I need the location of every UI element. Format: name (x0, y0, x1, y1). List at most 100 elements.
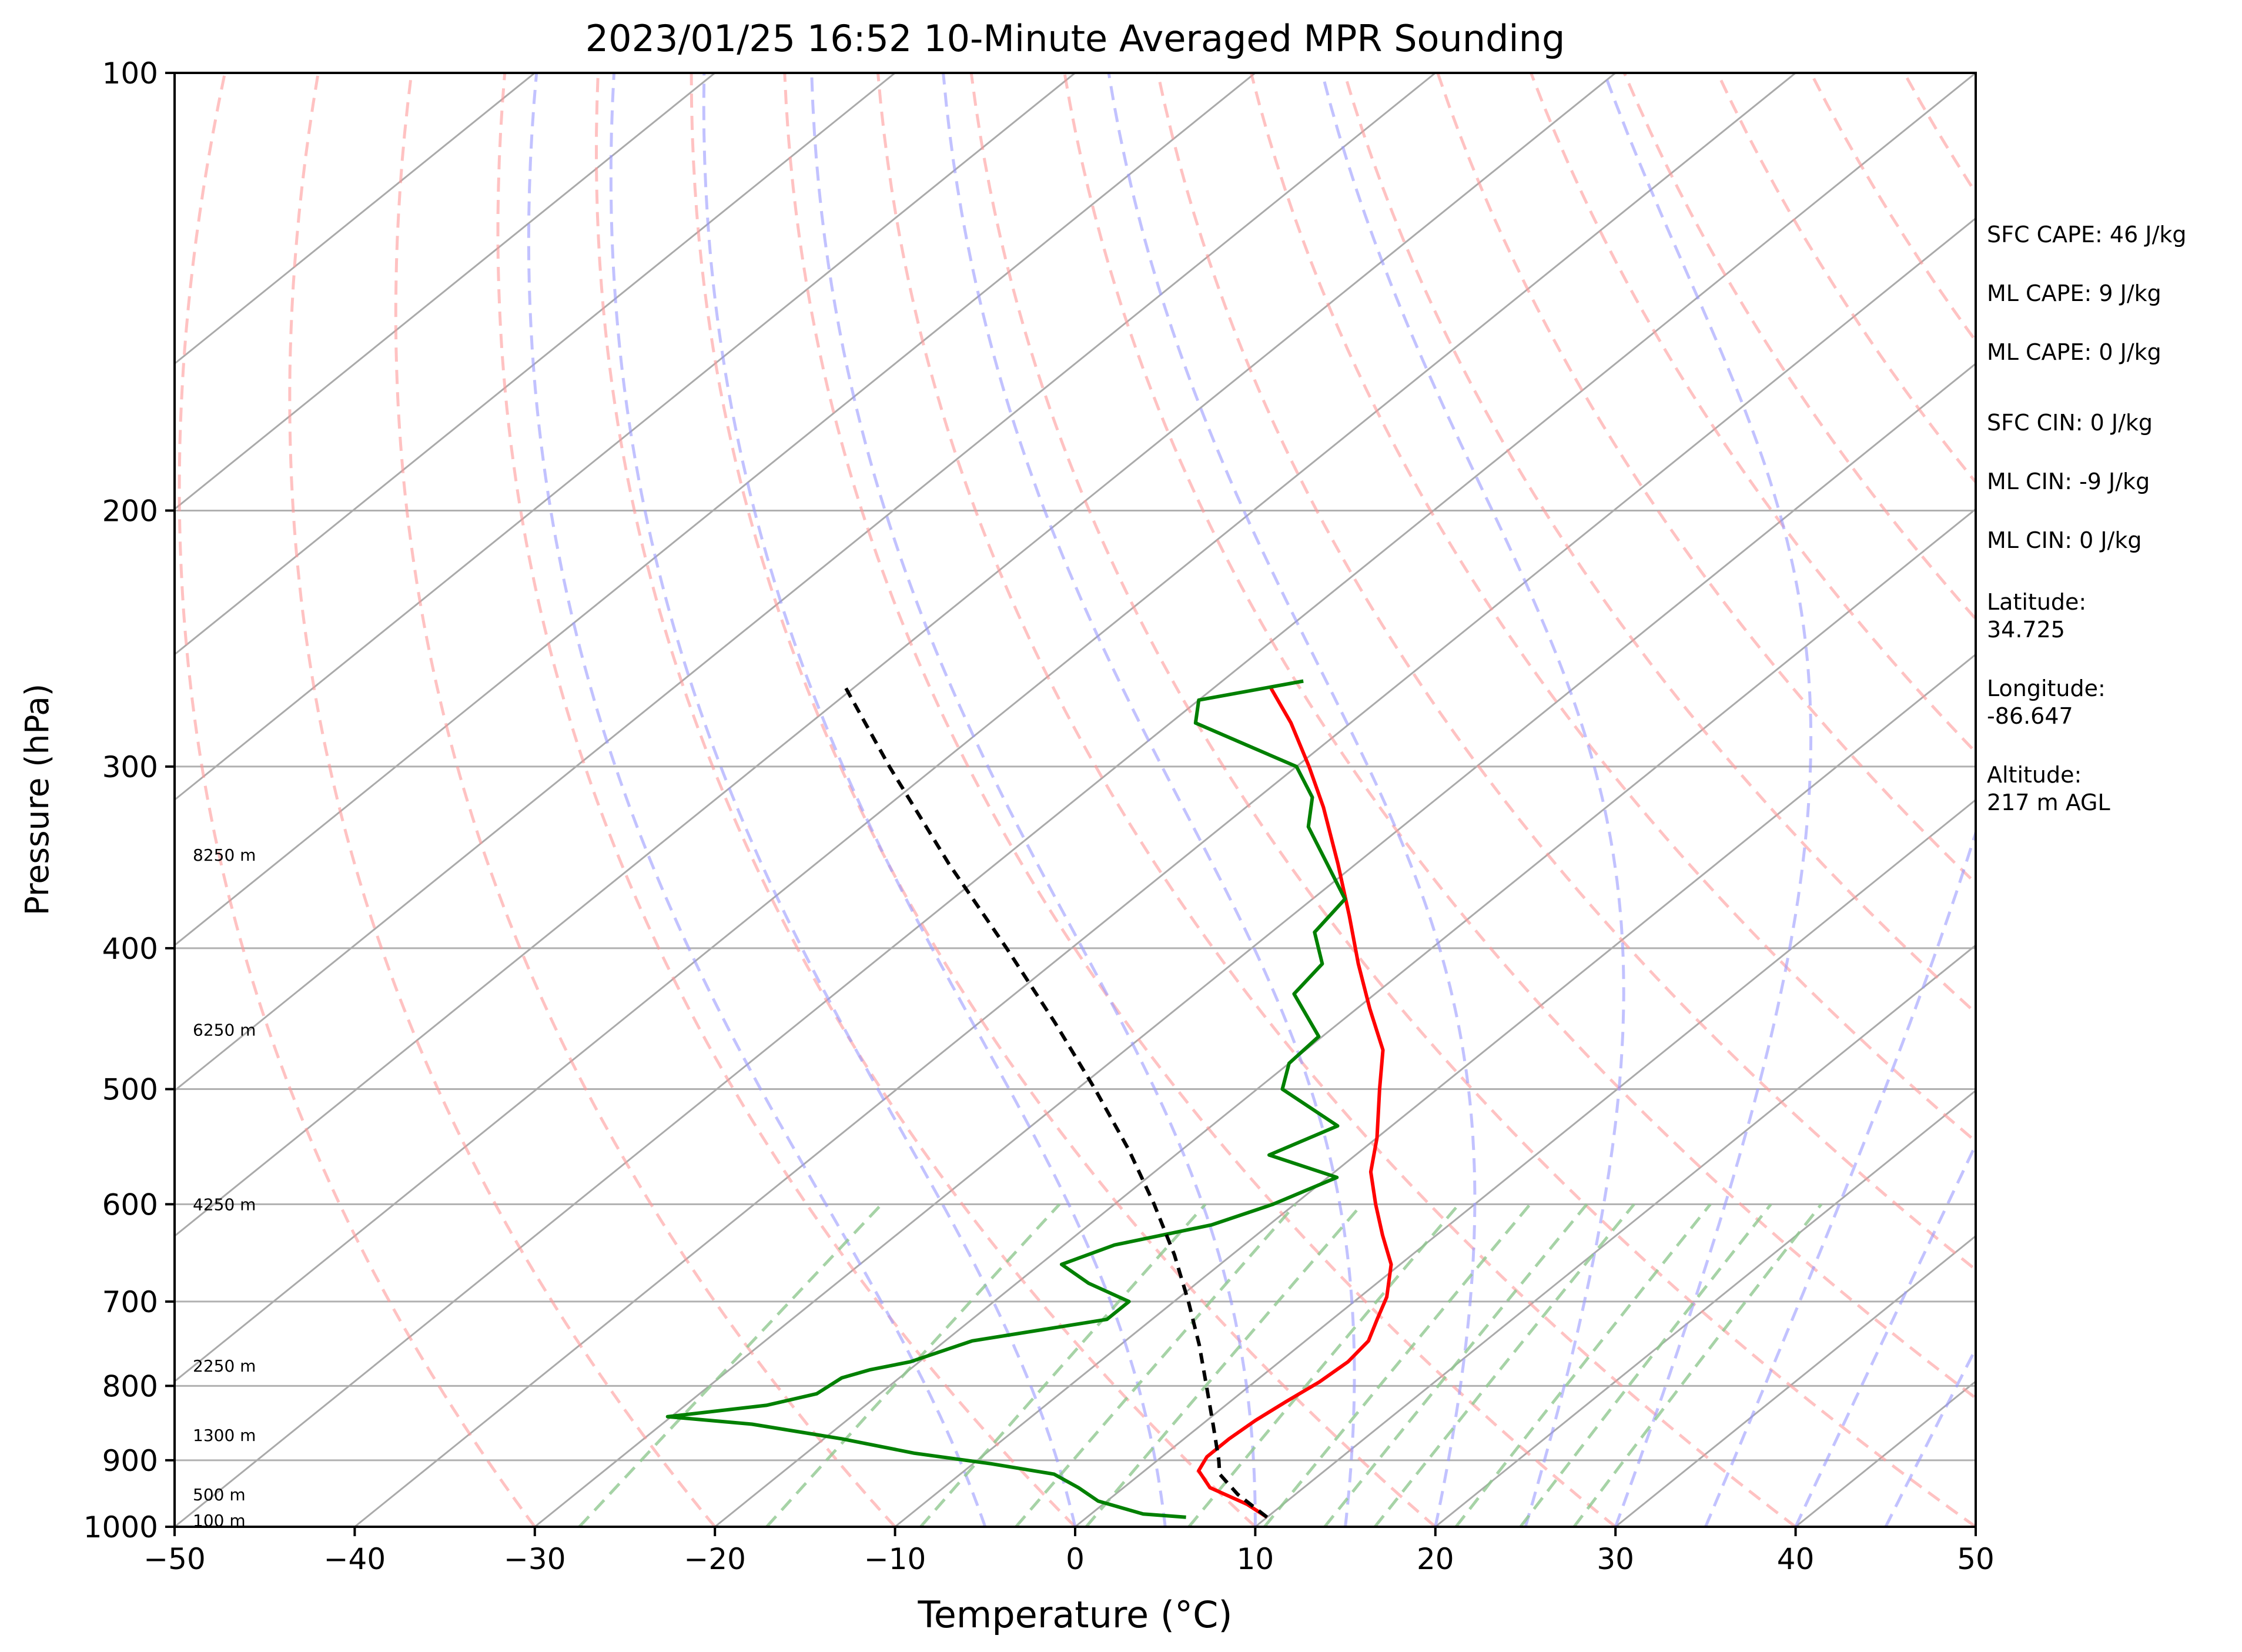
moist-adiabat-line (527, 73, 987, 1527)
y-tick-label: 600 (102, 1188, 158, 1222)
isotherm-line (894, 653, 1976, 1527)
annotation-text: Longitude: -86.647 (1987, 675, 2106, 729)
dry-adiabat-line (690, 73, 1437, 1527)
x-tick-label: 0 (1066, 1542, 1085, 1576)
mixing-ratio-line (1085, 1203, 1363, 1527)
y-axis-label: Pressure (hPa) (18, 684, 56, 916)
isotherm-line (175, 73, 1436, 1092)
y-tick-label: 700 (102, 1285, 158, 1319)
isotherm-line (175, 73, 1976, 1527)
dry-adiabat-line (783, 73, 1617, 1527)
x-tick-label: −10 (864, 1542, 926, 1576)
y-axis-ticks: 100 200 300 400 500 600 700 800 900 1000 (83, 56, 175, 1544)
height-labels: 100 m 500 m 1300 m 2250 m 4250 m 6250 m 8250 m (193, 845, 256, 1530)
moist-adiabat-line (942, 73, 1356, 1527)
height-label: 500 m (193, 1485, 246, 1504)
mixing-ratio-line (919, 1203, 1207, 1527)
moist-adiabat-line (1107, 73, 1477, 1527)
isotherm-line (175, 73, 1256, 947)
mixing-ratio-line (1015, 1203, 1297, 1527)
dry-adiabat-line (496, 73, 1076, 1527)
isotherm-line (175, 73, 716, 510)
y-tick-label: 200 (102, 494, 158, 528)
height-label: 100 m (193, 1511, 246, 1530)
isotherm-line (1254, 944, 1976, 1527)
x-tick-label: 10 (1237, 1542, 1274, 1576)
y-tick-label: 500 (102, 1073, 158, 1107)
annotation-text: Altitude: 217 m AGL (1987, 762, 2110, 815)
moist-adiabat-line (1884, 1345, 1976, 1527)
dry-adiabat-line (1063, 73, 1976, 1400)
isotherm-line (1075, 798, 1976, 1527)
x-tick-label: 30 (1597, 1542, 1634, 1576)
y-tick-label: 800 (102, 1369, 158, 1403)
annotation-text: ML CAPE: 9 J/kg (1987, 280, 2161, 306)
dry-adiabat-line (594, 73, 1257, 1527)
moist-adiabat-line (609, 73, 1077, 1527)
dry-adiabat-line (1156, 73, 1976, 1272)
isotherm-line (175, 73, 896, 656)
mixing-ratio-line (765, 1203, 1061, 1527)
series-parcel-profile (844, 687, 1269, 1519)
x-tick-label: −50 (143, 1542, 206, 1576)
moist-adiabat-line (1320, 73, 1625, 1527)
height-label: 4250 m (193, 1195, 256, 1214)
x-tick-label: −40 (324, 1542, 386, 1576)
height-label: 6250 m (193, 1020, 256, 1039)
isotherm-line (175, 73, 536, 365)
x-tick-label: 40 (1777, 1542, 1815, 1576)
mixing-ratio-line (1373, 1203, 1635, 1527)
annotation-text: ML CIN: 0 J/kg (1987, 527, 2141, 553)
y-tick-label: 400 (102, 932, 158, 966)
x-axis-label: Temperature (°C) (917, 1593, 1232, 1636)
annotation-text: ML CAPE: 0 J/kg (1987, 339, 2161, 365)
sounding-series (665, 679, 1393, 1519)
moist-adiabat-line (1602, 73, 1813, 1527)
isotherm-line (534, 362, 1976, 1527)
moist-adiabat-line (1704, 73, 1976, 1527)
isotherm-line (175, 73, 1076, 801)
y-tick-label: 300 (102, 750, 158, 784)
mixing-ratio-line (1263, 1203, 1531, 1527)
series-dewpoint (665, 679, 1347, 1519)
mixing-ratio-line (1572, 1203, 1823, 1527)
height-label: 2250 m (193, 1356, 256, 1376)
x-axis-ticks: −50 −40 −30 −20 −10 0 10 20 30 40 50 (143, 1527, 1995, 1576)
dry-adiabat-line (876, 73, 1797, 1527)
dry-adiabat-line (288, 73, 717, 1527)
mixing-ratio-line (1519, 1203, 1772, 1527)
isotherm-line (1434, 1089, 1976, 1527)
mixing-ratio-line (1187, 1203, 1460, 1527)
y-tick-label: 1000 (83, 1510, 158, 1544)
moist-adiabat-line (1794, 1141, 1976, 1527)
x-tick-label: 20 (1417, 1542, 1454, 1576)
y-tick-label: 900 (102, 1444, 158, 1478)
dry-adiabat-line (969, 73, 1976, 1527)
isotherm-line (1615, 1235, 1976, 1527)
y-tick-label: 100 (102, 56, 158, 91)
annotation-text: SFC CIN: 0 J/kg (1987, 410, 2153, 436)
height-label: 1300 m (193, 1426, 256, 1445)
dry-adiabat-line (178, 73, 536, 1527)
mixing-ratio-line (1323, 1203, 1588, 1527)
height-label: 8250 m (193, 845, 256, 865)
isotherm-line (175, 73, 1617, 1238)
x-tick-label: −20 (684, 1542, 746, 1576)
sounding-annotations: SFC CAPE: 46 J/kg ML CAPE: 9 J/kg ML CAPE:… (1987, 222, 2187, 815)
isotherm-lines (175, 73, 1976, 1527)
annotation-text: ML CIN: -9 J/kg (1987, 469, 2150, 494)
x-tick-label: −30 (504, 1542, 566, 1576)
annotation-text: Latitude: 34.725 (1987, 589, 2086, 643)
mixing-ratio-lines (578, 1203, 1823, 1527)
dry-adiabat-lines (178, 73, 1976, 1527)
moist-adiabat-lines (527, 73, 1976, 1527)
mixing-ratio-line (1454, 1203, 1712, 1527)
isotherm-line (175, 73, 1796, 1383)
annotation-text: SFC CAPE: 46 J/kg (1987, 222, 2187, 248)
isotherm-line (714, 507, 1976, 1527)
dry-adiabat-line (394, 73, 896, 1527)
x-tick-label: 50 (1957, 1542, 1995, 1576)
chart-title: 2023/01/25 16:52 10-Minute Averaged MPR … (585, 17, 1565, 60)
isotherm-line (354, 217, 1976, 1527)
